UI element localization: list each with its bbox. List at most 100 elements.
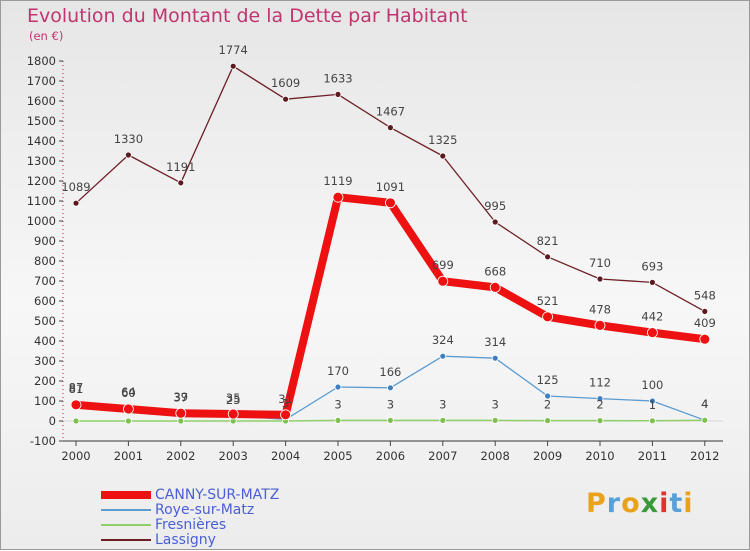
x-tick-label: 2001 [114, 449, 143, 463]
legend-swatch-lassigny [101, 538, 151, 541]
y-tick-label: 1200 [27, 174, 56, 188]
data-point-canny-sur-matz [489, 281, 501, 293]
data-label-roye-sur-matz: 170 [327, 364, 349, 378]
data-label-lassigny: 1191 [166, 160, 195, 174]
data-point-lassigny [701, 307, 709, 315]
chart-axes: -100010020030040050060070080090010001100… [27, 54, 723, 463]
data-point-lassigny [649, 278, 656, 286]
data-label-lassigny: 548 [694, 288, 716, 302]
y-tick-label: 1000 [27, 214, 56, 228]
data-label-lassigny: 995 [484, 199, 506, 213]
legend: CANNY-SUR-MATZ Roye-sur-Matz Fresnières … [101, 486, 280, 548]
data-label-canny-sur-matz: 1091 [376, 180, 405, 194]
data-label-canny-sur-matz: 60 [121, 386, 136, 400]
legend-item-fresnieres: Fresnières [101, 516, 279, 533]
data-point-lassigny [229, 62, 237, 70]
data-label-canny-sur-matz: 521 [537, 294, 559, 308]
y-tick-label: 1800 [27, 54, 56, 68]
x-tick-label: 2012 [690, 449, 719, 463]
data-label-roye-sur-matz: 324 [432, 333, 454, 347]
y-tick-label: 800 [34, 254, 56, 268]
data-label-roye-sur-matz: 25 [226, 393, 241, 407]
data-point-roye-sur-matz [386, 384, 394, 392]
data-label-lassigny: 1633 [323, 71, 352, 85]
legend-swatch-fresnieres [101, 523, 151, 526]
y-tick-label: -100 [30, 434, 56, 448]
x-tick-label: 2000 [61, 449, 90, 463]
data-point-canny-sur-matz [437, 275, 449, 287]
legend-label-canny: CANNY-SUR-MATZ [155, 486, 280, 503]
data-point-roye-sur-matz [596, 395, 604, 403]
data-label-lassigny: 1330 [114, 132, 143, 146]
data-point-fresni-res [125, 417, 132, 425]
data-label-roye-sur-matz: 125 [537, 373, 559, 387]
data-label-canny-sur-matz: 81 [69, 382, 84, 396]
data-point-lassigny [72, 199, 80, 207]
y-tick-label: 100 [34, 394, 56, 408]
y-tick-label: 600 [34, 294, 56, 308]
y-tick-label: 1600 [27, 94, 56, 108]
data-point-canny-sur-matz [280, 409, 292, 421]
data-point-roye-sur-matz [334, 383, 342, 391]
data-point-canny-sur-matz [332, 191, 344, 203]
logo-letter: t [669, 488, 684, 519]
data-point-roye-sur-matz [544, 392, 551, 400]
data-point-fresni-res [177, 417, 185, 425]
data-label-fresni-res: 3 [387, 397, 394, 411]
data-point-canny-sur-matz [647, 327, 658, 339]
chart-series [70, 62, 711, 425]
data-label-roye-sur-matz: 37 [173, 391, 188, 405]
data-label-roye-sur-matz: 166 [379, 365, 401, 379]
data-point-fresni-res [544, 417, 551, 425]
y-tick-label: 1300 [27, 154, 56, 168]
data-label-lassigny: 1325 [428, 133, 457, 147]
data-label-fresni-res: 1 [649, 398, 656, 412]
data-point-lassigny [439, 152, 447, 160]
legend-swatch-canny [101, 490, 151, 499]
data-label-lassigny: 1467 [376, 105, 405, 119]
logo-letter: i [659, 488, 670, 519]
y-tick-label: 1100 [27, 194, 56, 208]
data-point-fresni-res [72, 417, 80, 425]
legend-label-lassigny: Lassigny [155, 531, 216, 548]
data-point-roye-sur-matz [439, 352, 447, 360]
y-tick-label: 700 [34, 274, 56, 288]
data-point-lassigny [334, 91, 342, 98]
data-point-lassigny [386, 124, 394, 131]
logo-letter: o [621, 488, 641, 519]
data-label-lassigny: 710 [589, 256, 611, 270]
logo-letter: P [586, 488, 607, 519]
data-point-lassigny [596, 275, 604, 283]
data-point-lassigny [177, 179, 185, 187]
data-label-roye-sur-matz: 3 [282, 396, 289, 410]
data-point-roye-sur-matz [649, 397, 656, 405]
data-point-fresni-res [596, 417, 604, 425]
data-point-canny-sur-matz [123, 403, 134, 415]
data-label-roye-sur-matz: 64 [121, 385, 136, 399]
chart-title: Evolution du Montant de la Dette par Hab… [27, 5, 468, 27]
x-tick-label: 2011 [638, 449, 667, 463]
data-label-canny-sur-matz: 1119 [323, 174, 352, 188]
x-tick-label: 2003 [219, 449, 248, 463]
x-tick-label: 2005 [323, 449, 352, 463]
legend-label-fresnieres: Fresnières [155, 516, 227, 533]
data-point-canny-sur-matz [227, 408, 239, 420]
y-tick-label: 900 [34, 234, 56, 248]
data-label-lassigny: 693 [641, 259, 663, 273]
x-tick-label: 2004 [271, 449, 300, 463]
data-label-roye-sur-matz: 314 [484, 335, 506, 349]
legend-swatch-roye [101, 508, 151, 511]
data-point-fresni-res [439, 416, 447, 424]
logo-letter: i [683, 488, 694, 519]
data-label-canny-sur-matz: 35 [226, 391, 241, 405]
data-label-canny-sur-matz: 31 [278, 392, 293, 406]
y-tick-label: 1400 [27, 134, 56, 148]
data-label-lassigny: 821 [537, 234, 559, 248]
y-tick-label: 1500 [27, 114, 56, 128]
data-point-lassigny [125, 151, 132, 159]
legend-label-roye: Roye-sur-Matz [155, 501, 255, 518]
data-point-canny-sur-matz [542, 311, 553, 323]
data-point-canny-sur-matz [175, 407, 187, 419]
